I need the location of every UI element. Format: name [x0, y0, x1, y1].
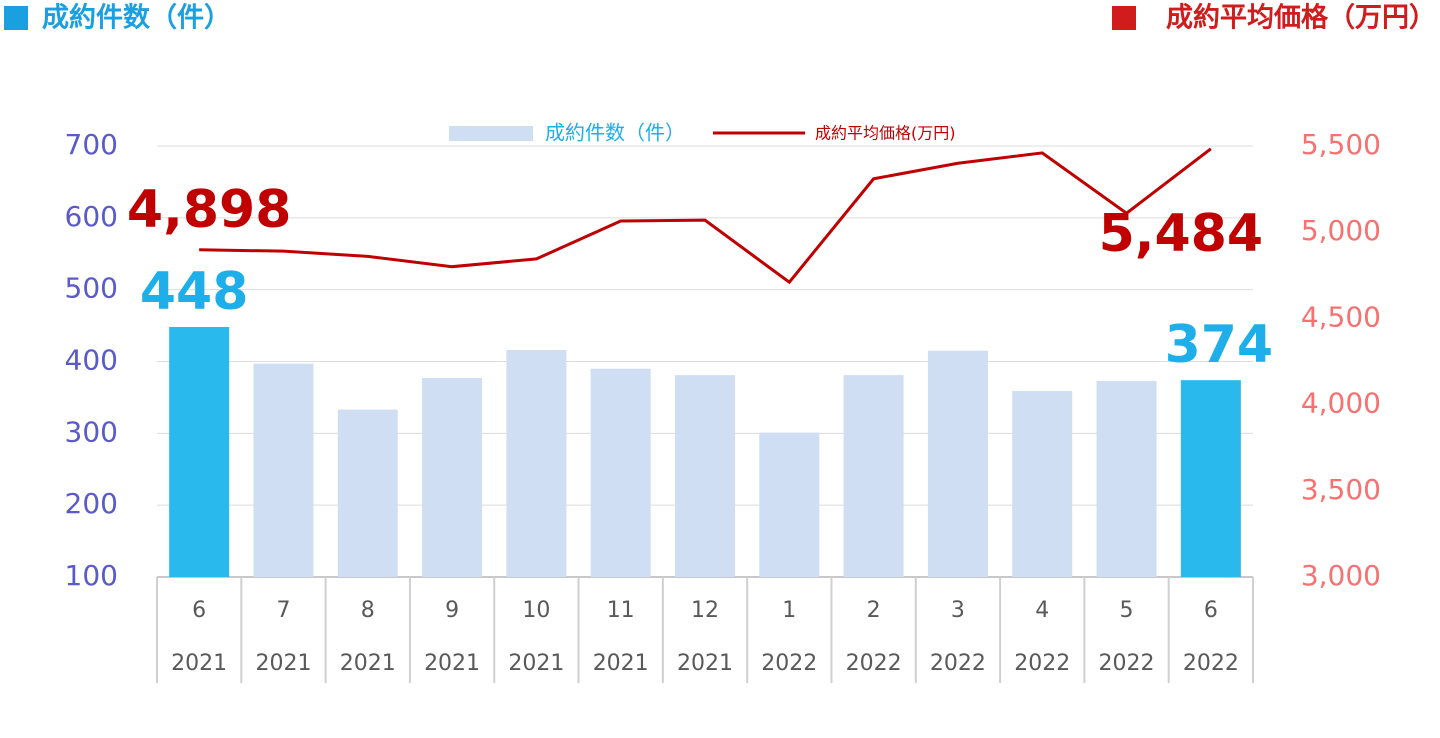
bar	[843, 375, 904, 577]
x-tick-group-label: 2022	[1014, 651, 1070, 676]
x-tick-group-label: 2021	[340, 651, 396, 676]
line-value-label: 4,898	[127, 180, 291, 240]
header-marker	[1112, 6, 1136, 30]
x-tick-group-label: 2022	[846, 651, 902, 676]
x-tick-group-label: 2021	[424, 651, 480, 676]
y-tick-label: 700	[65, 128, 118, 161]
y2-tick-label: 3,000	[1301, 559, 1381, 592]
x-tick-group-label: 2021	[677, 651, 733, 676]
x-tick-label: 6	[1204, 598, 1218, 623]
x-tick-label: 5	[1120, 598, 1134, 623]
y2-axis-title: 成約平均価格（万円）	[1166, 2, 1436, 34]
legend-label: 成約平均価格(万円)	[815, 124, 956, 143]
x-tick-label: 2	[867, 598, 881, 623]
y2-tick-label: 5,500	[1301, 128, 1381, 161]
x-tick-label: 6	[192, 598, 206, 623]
y2-tick-label: 4,500	[1301, 300, 1381, 333]
bar	[927, 350, 988, 577]
line-value-label: 5,484	[1099, 204, 1263, 264]
y-tick-label: 300	[65, 415, 118, 448]
bar-value-label: 448	[140, 262, 249, 322]
y-tick-label: 600	[65, 200, 118, 233]
bar	[759, 432, 820, 577]
y2-tick-label: 5,000	[1301, 214, 1381, 247]
bar	[1180, 380, 1241, 577]
bar	[422, 378, 483, 577]
x-tick-group-label: 2021	[508, 651, 564, 676]
x-tick-label: 3	[951, 598, 965, 623]
y-tick-label: 400	[65, 344, 118, 377]
bar	[675, 375, 735, 577]
x-tick-label: 11	[607, 598, 635, 623]
legend-swatch	[449, 126, 533, 141]
bar	[1012, 390, 1073, 577]
x-tick-label: 1	[782, 598, 796, 623]
bar	[1096, 380, 1157, 577]
bar	[337, 409, 398, 577]
y-tick-label: 500	[65, 272, 118, 305]
header-marker	[4, 6, 28, 30]
bar-value-label: 374	[1165, 315, 1274, 375]
x-tick-group-label: 2021	[255, 651, 311, 676]
x-tick-label: 12	[691, 598, 719, 623]
x-tick-label: 7	[276, 598, 290, 623]
x-tick-label: 10	[522, 598, 550, 623]
legend-label: 成約件数（件）	[545, 121, 685, 145]
x-tick-group-label: 2022	[1099, 651, 1155, 676]
y2-tick-label: 4,000	[1301, 387, 1381, 420]
bar	[590, 368, 651, 577]
x-tick-label: 4	[1035, 598, 1049, 623]
y2-tick-label: 3,500	[1301, 473, 1381, 506]
bar	[253, 363, 314, 577]
line	[199, 147, 1212, 285]
x-tick-group-label: 2022	[1183, 651, 1239, 676]
x-tick-group-label: 2021	[171, 651, 227, 676]
y-axis-title: 成約件数（件）	[42, 2, 231, 34]
bar	[506, 350, 567, 577]
x-tick-group-label: 2022	[930, 651, 986, 676]
x-tick-group-label: 2022	[761, 651, 817, 676]
y-tick-label: 200	[65, 487, 118, 520]
bar	[169, 327, 230, 577]
x-tick-label: 8	[361, 598, 375, 623]
x-tick-label: 9	[445, 598, 459, 623]
y-tick-label: 100	[65, 559, 118, 592]
x-tick-group-label: 2021	[593, 651, 649, 676]
